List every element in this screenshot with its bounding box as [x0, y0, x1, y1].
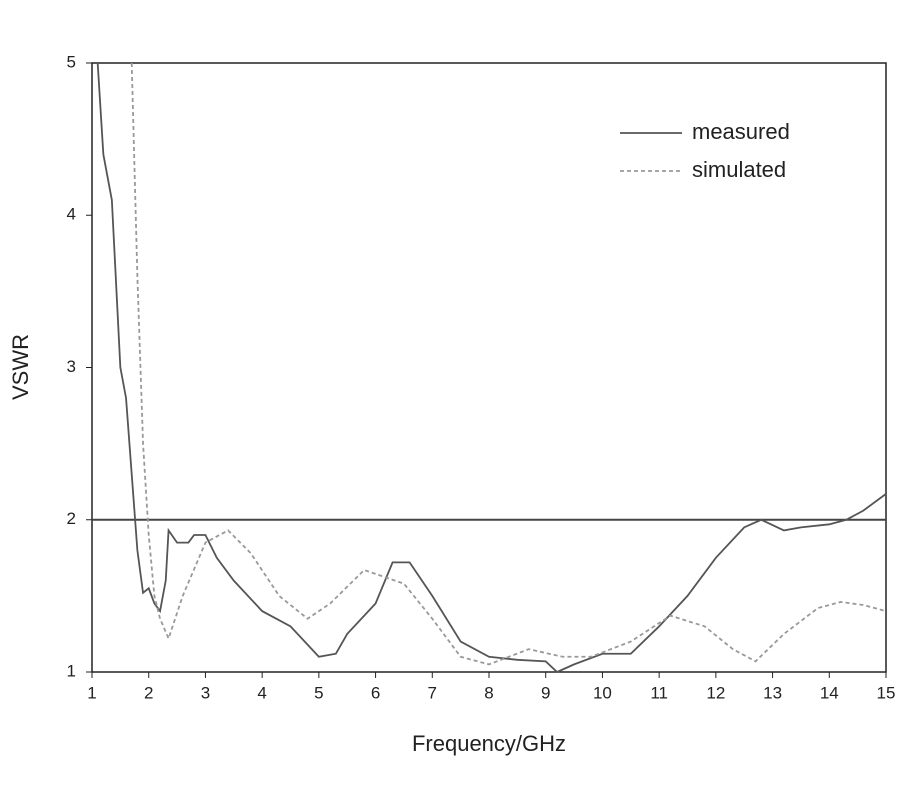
x-tick-label: 3 — [201, 683, 210, 702]
x-axis-title: Frequency/GHz — [412, 731, 566, 756]
x-tick-label: 6 — [371, 683, 380, 702]
x-tick-label: 4 — [257, 683, 266, 702]
x-tick-label: 14 — [820, 683, 839, 702]
data-line — [96, 62, 887, 674]
x-tick-label: 13 — [763, 683, 782, 702]
x-tick-label: 9 — [541, 683, 550, 702]
data-line — [130, 62, 887, 666]
y-tick-label: 4 — [67, 205, 76, 224]
x-tick-label: 10 — [593, 683, 612, 702]
x-tick-label: 11 — [650, 683, 668, 702]
y-axis-title: VSWR — [8, 334, 33, 400]
y-tick-label: 2 — [67, 509, 76, 528]
x-tick-label: 5 — [314, 683, 323, 702]
x-tick-label: 7 — [428, 683, 437, 702]
x-tick-label: 8 — [484, 683, 493, 702]
x-tick-label: 1 — [87, 683, 96, 702]
legend-text: measured — [692, 119, 790, 144]
x-tick-label: 2 — [144, 683, 153, 702]
plot-frame — [91, 62, 887, 673]
legend-text: simulated — [692, 157, 786, 182]
x-tick-label: 12 — [706, 683, 725, 702]
y-tick-label: 3 — [67, 357, 76, 376]
y-tick-label: 5 — [67, 52, 76, 71]
x-tick-label: 15 — [877, 683, 896, 702]
y-tick-label: 1 — [67, 661, 76, 680]
